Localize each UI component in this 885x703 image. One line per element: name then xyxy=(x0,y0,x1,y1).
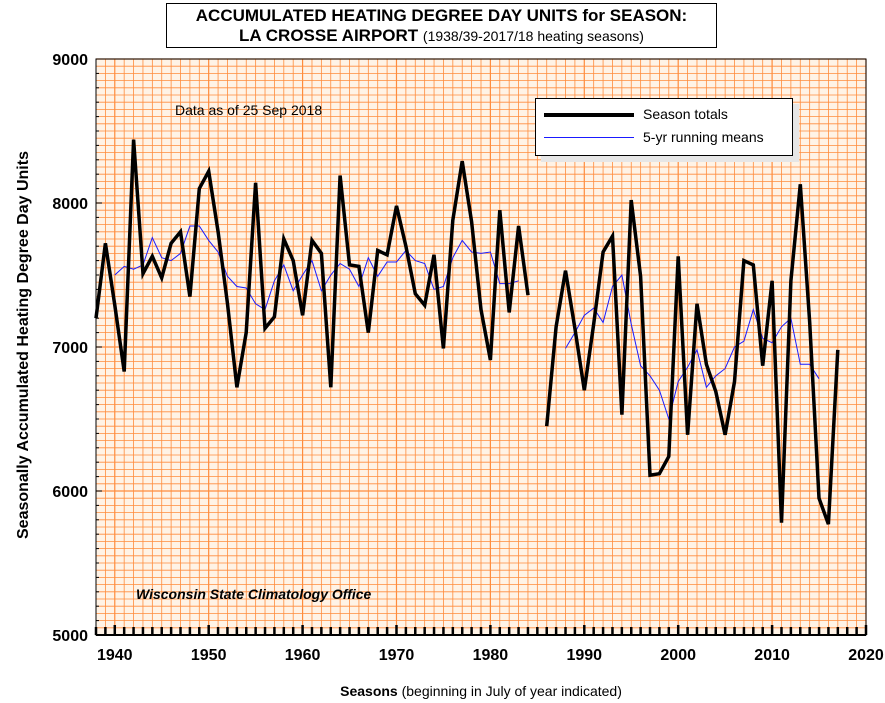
x-tick-label: 2000 xyxy=(660,647,696,664)
y-tick-label: 7000 xyxy=(52,340,88,357)
series-season-totals xyxy=(94,139,840,525)
y-tick-label: 6000 xyxy=(52,484,88,501)
chart-subtitle: LA CROSSE AIRPORT (1938/39-2017/18 heati… xyxy=(167,26,716,46)
credit-annotation: Wisconsin State Climatology Office xyxy=(136,586,372,602)
x-tick-label: 2010 xyxy=(754,647,790,664)
legend-item-running-means: 5-yr running means xyxy=(536,126,792,148)
data-date-annotation: Data as of 25 Sep 2018 xyxy=(175,102,323,118)
x-tick-label: 1950 xyxy=(191,647,227,664)
legend-label-totals: Season totals xyxy=(643,106,728,122)
station-name: LA CROSSE AIRPORT xyxy=(239,26,419,45)
legend-item-season-totals: Season totals xyxy=(536,103,792,125)
y-axis-label: Seasonally Accumulated Heating Degree Da… xyxy=(15,151,32,539)
x-axis-label-main: Seasons xyxy=(340,683,398,699)
y-tick-label: 8000 xyxy=(52,196,88,213)
season-range: (1938/39-2017/18 heating seasons) xyxy=(422,28,644,44)
y-tick-label: 5000 xyxy=(52,628,88,645)
legend-label-means: 5-yr running means xyxy=(643,129,764,145)
legend-swatch-means xyxy=(544,137,634,138)
x-tick-label: 1970 xyxy=(379,647,415,664)
x-tick-label: 1960 xyxy=(285,647,321,664)
x-tick-label: 1990 xyxy=(566,647,602,664)
chart-title-box: ACCUMULATED HEATING DEGREE DAY UNITS for… xyxy=(166,3,717,48)
x-tick-label: 2020 xyxy=(848,647,884,664)
legend: Season totals 5-yr running means xyxy=(535,98,793,156)
season-totals-line xyxy=(94,139,530,388)
x-tick-label: 1980 xyxy=(473,647,509,664)
chart-title: ACCUMULATED HEATING DEGREE DAY UNITS for… xyxy=(195,6,688,25)
legend-swatch-totals xyxy=(544,113,634,117)
plot-frame xyxy=(95,58,867,636)
x-axis-label: Seasons (beginning in July of year indic… xyxy=(96,683,866,699)
season-totals-line xyxy=(544,184,840,525)
x-tick-label: 1940 xyxy=(97,647,133,664)
y-tick-label: 9000 xyxy=(52,52,88,69)
x-axis-label-note: (beginning in July of year indicated) xyxy=(401,683,622,699)
axis-tick-labels: 1940 1950 1960 1970 1980 1990 2000 2010 2020 5000… xyxy=(52,52,883,664)
